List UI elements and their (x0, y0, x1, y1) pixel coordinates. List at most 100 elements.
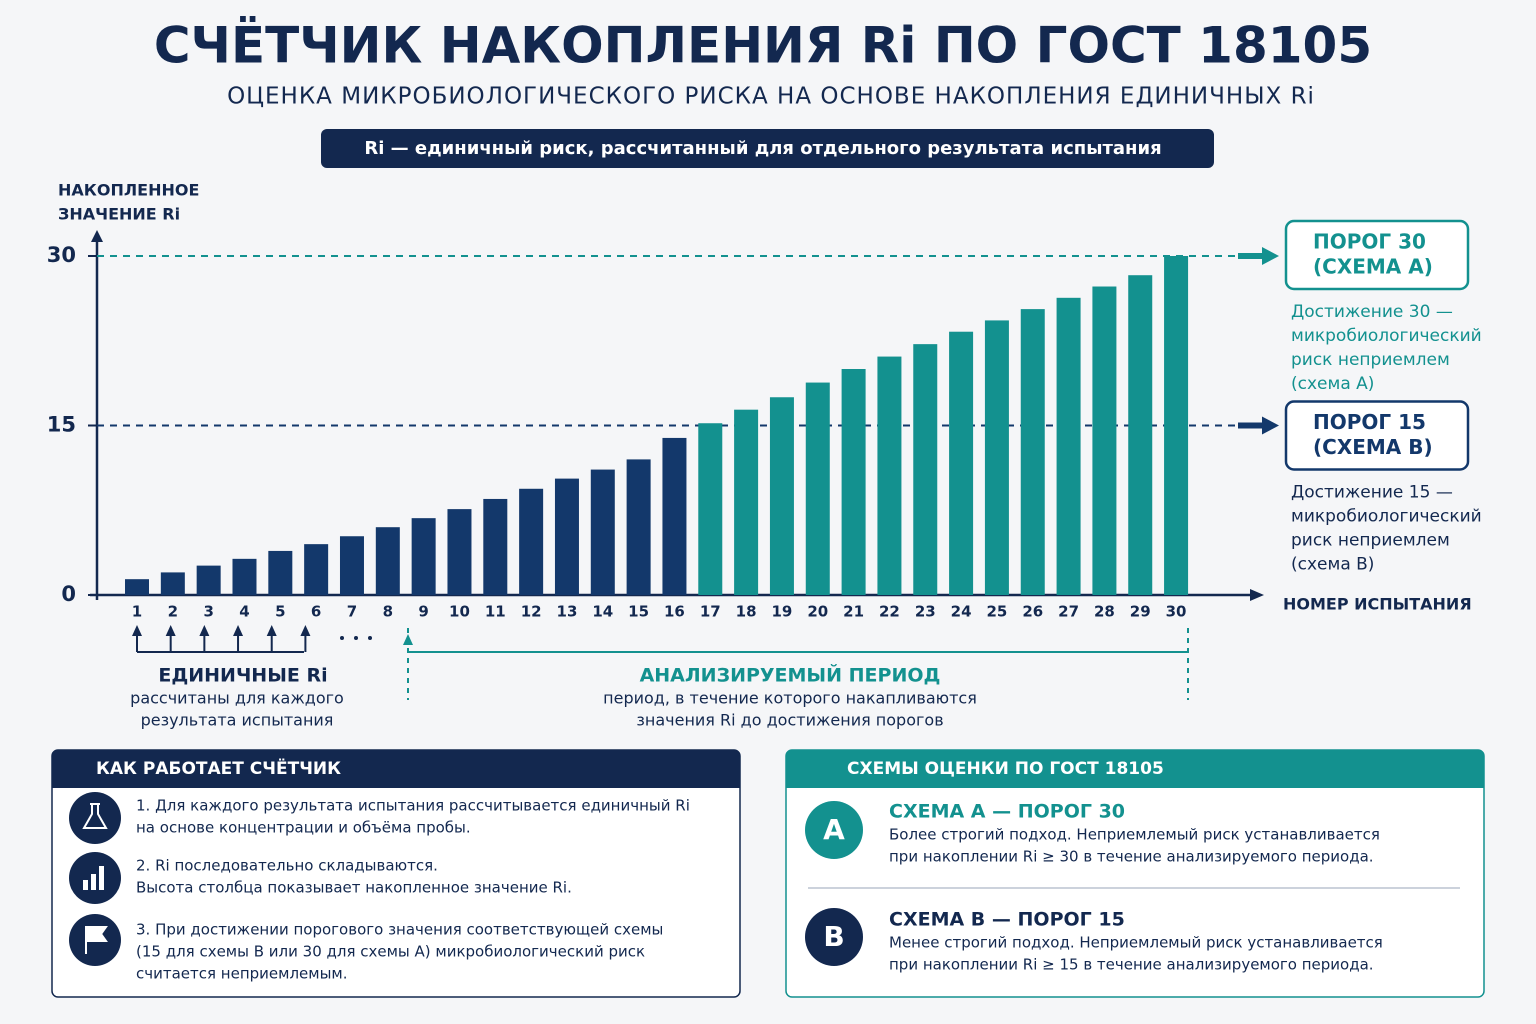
bar (1056, 297, 1081, 595)
scheme-title: СХЕМА А — ПОРОГ 30 (889, 801, 1125, 823)
bar (1128, 275, 1153, 595)
threshold-label: (СХЕМА А) (1313, 255, 1433, 279)
bar (339, 536, 364, 595)
x-tick-label: 4 (239, 603, 249, 621)
ri-arrow-head (233, 625, 244, 636)
subtitle: ОЦЕНКА МИКРОБИОЛОГИЧЕСКОГО РИСКА НА ОСНО… (227, 84, 1315, 110)
bar (984, 320, 1009, 595)
x-tick-label: 27 (1058, 603, 1079, 621)
x-axis-arrow (1250, 589, 1264, 601)
bar (877, 356, 902, 595)
annotation-text: рассчитаны для каждого (130, 689, 344, 708)
x-tick-label: 7 (347, 603, 357, 621)
x-tick-label: 29 (1130, 603, 1151, 621)
scheme-letter: B (823, 920, 844, 953)
ri-arrow-head (132, 625, 142, 636)
scheme-text: при накоплении Ri ≥ 30 в течение анализи… (889, 848, 1374, 866)
bar (483, 498, 508, 595)
threshold-note: Достижение 15 — (1291, 483, 1453, 503)
period-arrow (403, 634, 413, 645)
step-text: 3. При достижении порогового значения со… (136, 921, 663, 939)
y-tick-label: 15 (47, 413, 76, 437)
x-tick-label: 14 (592, 603, 613, 621)
icon-flask (69, 792, 121, 844)
bar (304, 544, 329, 595)
threshold-box (1284, 400, 1470, 471)
how-title: КАК РАБОТАЕТ СЧЁТЧИК (96, 757, 341, 779)
y-tick-label: 0 (61, 582, 76, 606)
bar (734, 409, 759, 595)
step-text: считается неприемлемым. (136, 965, 348, 983)
bar (125, 579, 149, 595)
x-tick-label: 9 (418, 603, 428, 621)
ri-arrow-head (266, 625, 277, 636)
x-tick-label: 19 (772, 603, 793, 621)
x-tick-label: 25 (986, 603, 1007, 621)
threshold-label: (СХЕМА В) (1313, 435, 1433, 459)
y-axis-arrow (91, 230, 103, 242)
threshold-arrow-shaft (1238, 253, 1264, 259)
scheme-badge (805, 908, 863, 966)
threshold-note: риск неприемлем (1291, 531, 1450, 551)
bar (662, 437, 687, 595)
x-tick-label: 12 (521, 603, 542, 621)
x-tick-label: 6 (311, 603, 321, 621)
bar (1092, 286, 1117, 595)
annotation-title: АНАЛИЗИРУЕМЫЙ ПЕРИОД (640, 664, 941, 687)
x-tick-label: 20 (807, 603, 828, 621)
x-tick-label: 23 (915, 603, 936, 621)
annotation-title: ЕДИНИЧНЫЕ Ri (158, 665, 327, 687)
x-tick-label: 15 (628, 603, 649, 621)
scheme-badge (805, 801, 863, 859)
x-tick-label: 16 (664, 603, 685, 621)
threshold-arrow-head (1262, 416, 1279, 435)
scheme-text: при накоплении Ri ≥ 15 в течение анализи… (889, 956, 1374, 974)
bar (841, 369, 866, 595)
scheme-letter: A (823, 813, 845, 846)
threshold-note: Достижение 30 — (1291, 302, 1453, 322)
threshold-note: (схема В) (1291, 555, 1374, 575)
threshold-box (1284, 219, 1470, 291)
bar (626, 459, 651, 595)
bar (554, 478, 579, 595)
annotation-text: результата испытания (141, 711, 334, 730)
x-tick-label: 5 (275, 603, 285, 621)
ri-arrow-head (165, 625, 176, 636)
step-text: Высота столбца показывает накопленное зн… (136, 879, 572, 897)
x-tick-label: 2 (168, 603, 178, 621)
x-tick-label: 13 (557, 603, 578, 621)
x-tick-label: 17 (700, 603, 721, 621)
step-text: 2. Ri последовательно складываются. (136, 857, 438, 875)
x-tick-label: 28 (1094, 603, 1115, 621)
banner (321, 129, 1214, 168)
x-tick-label: 22 (879, 603, 900, 621)
icon-bars (69, 852, 121, 904)
bar (698, 423, 723, 595)
banner-text: Ri — единичный риск, рассчитанный для от… (364, 138, 1161, 159)
threshold-note: микробиологический (1291, 326, 1482, 346)
y-tick-label: 30 (47, 243, 76, 267)
x-tick-label: 24 (951, 603, 972, 621)
icon-flag (69, 914, 121, 966)
x-tick-label: 21 (843, 603, 864, 621)
step-text: на основе концентрации и объёма пробы. (136, 819, 471, 837)
threshold-arrow-shaft (1238, 422, 1264, 429)
bar (913, 344, 938, 595)
bar (949, 331, 974, 595)
x-tick-label: 18 (736, 603, 757, 621)
x-tick-label: 10 (449, 603, 470, 621)
how-header (52, 750, 740, 788)
schemes-header (786, 750, 1484, 788)
bar (769, 397, 794, 595)
bar (411, 518, 436, 595)
bar (1020, 309, 1045, 595)
threshold-label: ПОРОГ 30 (1313, 230, 1426, 254)
x-tick-label: 11 (485, 603, 506, 621)
step-text: (15 для схемы В или 30 для схемы А) микр… (136, 943, 645, 961)
title: СЧЁТЧИК НАКОПЛЕНИЯ Ri ПО ГОСТ 18105 (154, 17, 1372, 75)
x-tick-label: 8 (383, 603, 393, 621)
bar (375, 527, 400, 595)
schemes-title: СХЕМЫ ОЦЕНКИ ПО ГОСТ 18105 (847, 759, 1164, 779)
